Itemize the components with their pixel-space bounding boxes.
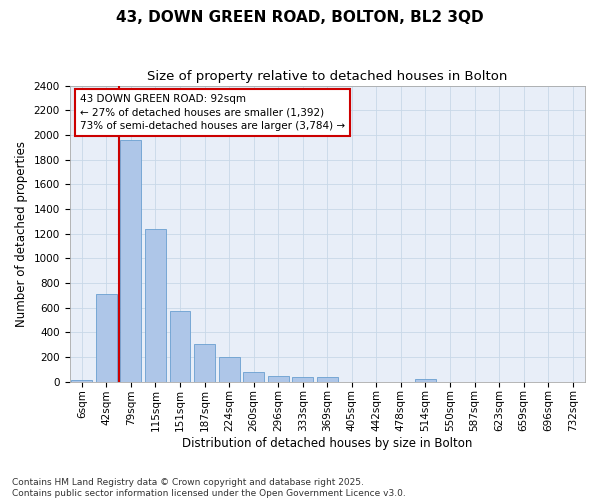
Bar [292,378,313,382]
Bar [415,379,436,382]
Bar [194,344,215,382]
Bar [170,310,190,382]
Text: 43, DOWN GREEN ROAD, BOLTON, BL2 3QD: 43, DOWN GREEN ROAD, BOLTON, BL2 3QD [116,10,484,25]
Bar [317,378,338,382]
Bar [121,140,142,382]
Text: 43 DOWN GREEN ROAD: 92sqm
← 27% of detached houses are smaller (1,392)
73% of se: 43 DOWN GREEN ROAD: 92sqm ← 27% of detac… [80,94,345,131]
Text: Contains HM Land Registry data © Crown copyright and database right 2025.
Contai: Contains HM Land Registry data © Crown c… [12,478,406,498]
Title: Size of property relative to detached houses in Bolton: Size of property relative to detached ho… [147,70,508,83]
Bar [96,294,117,382]
Bar [268,376,289,382]
X-axis label: Distribution of detached houses by size in Bolton: Distribution of detached houses by size … [182,437,472,450]
Bar [218,357,239,382]
Y-axis label: Number of detached properties: Number of detached properties [15,140,28,326]
Bar [243,372,264,382]
Bar [145,228,166,382]
Bar [71,380,92,382]
